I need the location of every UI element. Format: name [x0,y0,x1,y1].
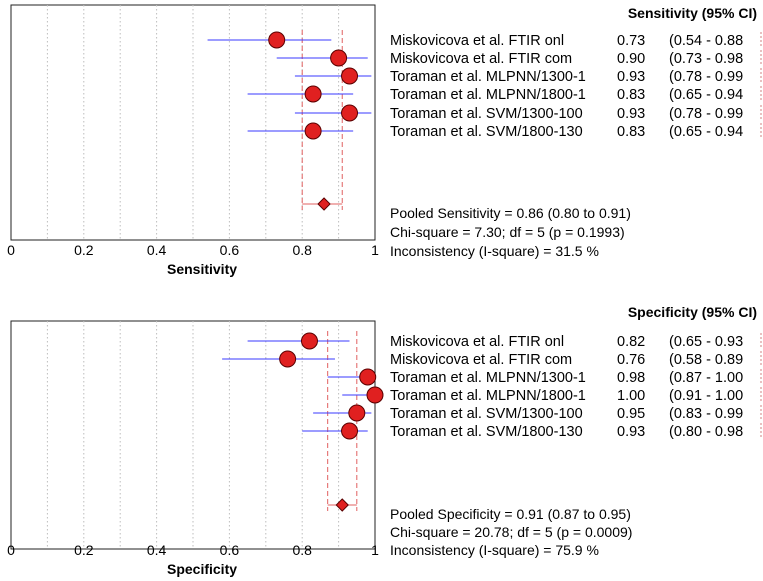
sens-summary-line: Inconsistency (I-square) = 31.5 % [390,243,599,259]
spec-study-ci: (0.83 - 0.99 [669,406,743,422]
sens-tick-label: 0.8 [292,242,312,258]
spec-tick-label: 0.6 [220,542,240,558]
sens-point-marker [304,122,322,140]
spec-study-label: Toraman et al. MLPNN/1300-1 [390,370,586,386]
spec-plot-frame [10,320,376,550]
sens-study-label: Toraman et al. SVM/1800-130 [390,124,583,140]
sens-study-estimate: 0.83 [617,124,645,140]
spec-study-ci: (0.91 - 1.00 [669,388,743,404]
spec-study-ci: (0.87 - 1.00 [669,370,743,386]
sens-tick-label: 0.2 [74,242,94,258]
sens-study-estimate: 0.93 [617,106,645,122]
spec-study-estimate: 0.98 [617,370,645,386]
sens-study-ci: (0.65 - 0.94 [669,124,743,140]
spec-point-marker [341,422,359,440]
sens-tick-label: 0.4 [147,242,167,258]
spec-summary-line: Inconsistency (I-square) = 75.9 % [390,542,599,558]
sens-study-estimate: 0.90 [617,51,645,67]
spec-study-estimate: 0.82 [617,334,645,350]
sens-summary-line: Chi-square = 7.30; df = 5 (p = 0.1993) [390,224,625,240]
spec-study-estimate: 0.93 [617,424,645,440]
sens-study-label: Miskovicova et al. FTIR onl [390,33,564,49]
sens-point-marker [304,85,322,103]
sens-summary-line: Pooled Sensitivity = 0.86 (0.80 to 0.91) [390,205,631,221]
sens-study-ci: (0.78 - 0.99 [669,106,743,122]
spec-point-marker [279,350,297,368]
sens-point-marker [268,31,286,49]
spec-study-estimate: 0.76 [617,352,645,368]
spec-study-ci: (0.80 - 0.98 [669,424,743,440]
spec-tick-label: 0.2 [74,542,94,558]
spec-study-estimate: 1.00 [617,388,645,404]
spec-study-ci: (0.58 - 0.89 [669,352,743,368]
sens-study-ci: (0.65 - 0.94 [669,87,743,103]
sens-tick-label: 0 [7,242,15,258]
spec-study-label: Toraman et al. MLPNN/1800-1 [390,388,586,404]
spec-point-marker [359,368,377,386]
spec-study-label: Toraman et al. SVM/1800-130 [390,424,583,440]
sens-pooled-diamond [317,197,331,211]
sens-tick-label: 0.6 [220,242,240,258]
sens-study-ci: (0.78 - 0.99 [669,69,743,85]
sens-study-estimate: 0.93 [617,69,645,85]
sens-point-marker [330,49,348,67]
sens-study-label: Toraman et al. SVM/1300-100 [390,106,583,122]
sens-point-marker [341,67,359,85]
spec-axis-label: Specificity [167,561,237,577]
spec-tick-label: 0.4 [147,542,167,558]
spec-study-ci: (0.65 - 0.93 [669,334,743,350]
sens-study-label: Miskovicova et al. FTIR com [390,51,572,67]
sens-study-ci: (0.54 - 0.88 [669,33,743,49]
spec-summary-line: Pooled Specificity = 0.91 (0.87 to 0.95) [390,506,631,522]
sens-study-label: Toraman et al. MLPNN/1800-1 [390,87,586,103]
sens-study-estimate: 0.83 [617,87,645,103]
sens-tick-label: 1 [371,242,379,258]
spec-tick-label: 1 [371,542,379,558]
spec-point-marker [300,332,318,350]
sens-axis-label: Sensitivity [167,261,237,277]
spec-title: Specificity (95% CI) [628,304,757,320]
spec-study-label: Miskovicova et al. FTIR com [390,352,572,368]
spec-study-label: Toraman et al. SVM/1300-100 [390,406,583,422]
spec-study-label: Miskovicova et al. FTIR onl [390,334,564,350]
spec-point-marker [366,386,384,404]
sens-point-marker [341,104,359,122]
sens-study-estimate: 0.73 [617,33,645,49]
spec-tick-label: 0 [7,542,15,558]
spec-point-marker [348,404,366,422]
spec-pooled-diamond [335,498,349,512]
spec-summary-line: Chi-square = 20.78; df = 5 (p = 0.0009) [390,524,632,540]
sens-title: Sensitivity (95% CI) [628,5,757,21]
sens-study-label: Toraman et al. MLPNN/1300-1 [390,69,586,85]
sens-study-ci: (0.73 - 0.98 [669,51,743,67]
spec-tick-label: 0.8 [292,542,312,558]
spec-study-estimate: 0.95 [617,406,645,422]
